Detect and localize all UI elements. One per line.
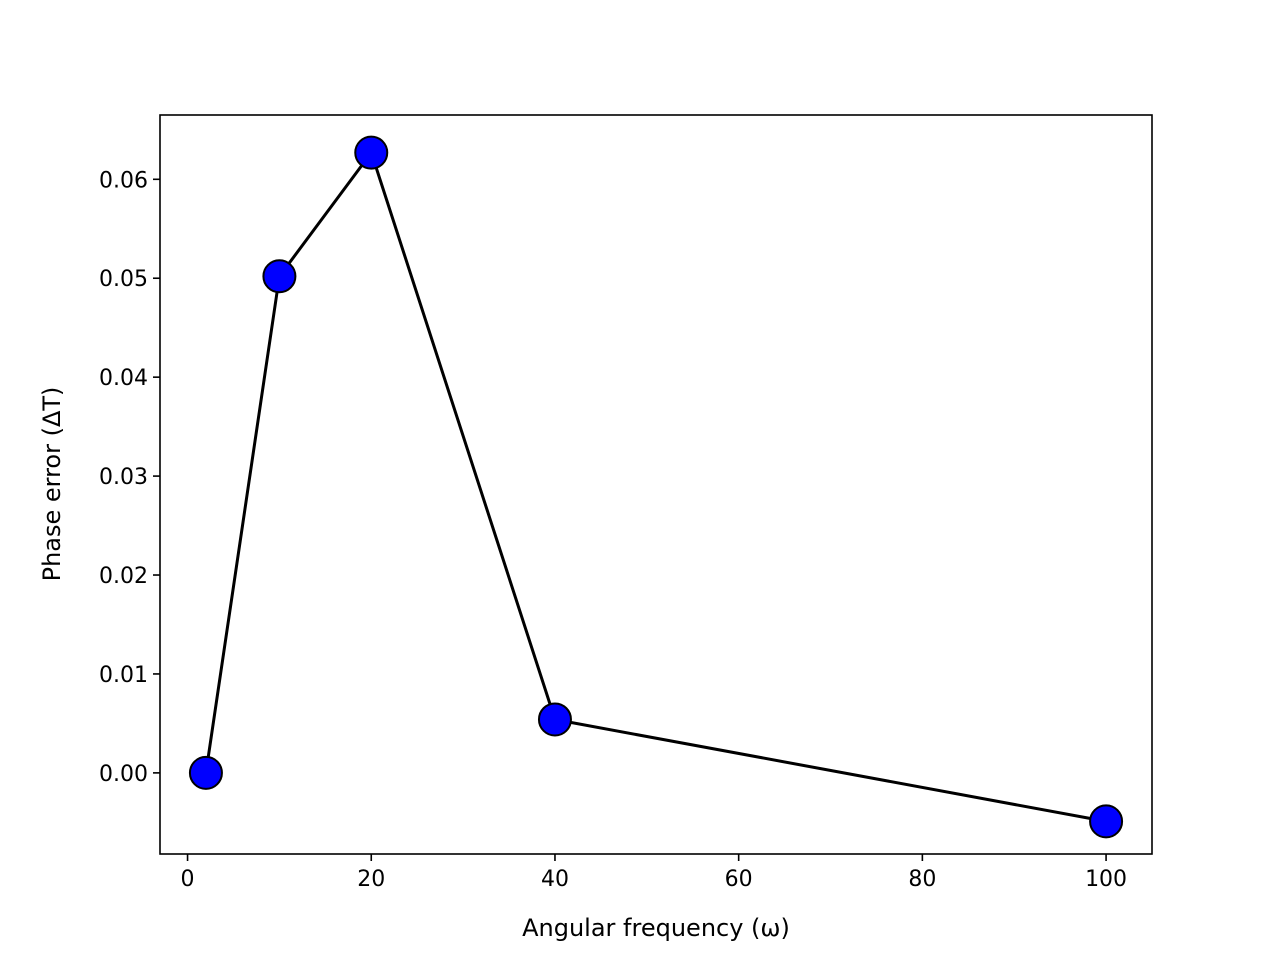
axes-frame — [159, 114, 1153, 855]
x-tick-label: 0 — [181, 867, 195, 892]
y-axis-label: Phase error (ΔT) — [38, 387, 66, 582]
data-point — [1089, 804, 1124, 839]
y-tick-label: 0.05 — [99, 267, 148, 292]
x-axis-label: Angular frequency (ω) — [522, 914, 790, 942]
data-point — [354, 135, 389, 170]
x-tick-label: 40 — [541, 867, 569, 892]
x-tick-label: 100 — [1085, 867, 1127, 892]
y-tick-label: 0.03 — [99, 465, 148, 490]
data-point — [188, 755, 223, 790]
plot-series — [188, 135, 1124, 839]
x-axis-ticks: 0 20 40 60 80 100 — [181, 854, 1127, 892]
y-tick-label: 0.01 — [99, 663, 148, 688]
x-tick-label: 60 — [725, 867, 753, 892]
x-tick-label: 20 — [357, 867, 385, 892]
y-tick-label: 0.00 — [99, 762, 148, 787]
y-tick-label: 0.02 — [99, 564, 148, 589]
y-tick-label: 0.04 — [99, 366, 148, 391]
data-point — [537, 702, 572, 737]
y-axis-ticks: 0.00 0.01 0.02 0.03 0.04 0.05 0.06 — [99, 168, 160, 787]
x-tick-label: 80 — [908, 867, 936, 892]
y-tick-label: 0.06 — [99, 168, 148, 193]
data-point — [262, 259, 297, 294]
